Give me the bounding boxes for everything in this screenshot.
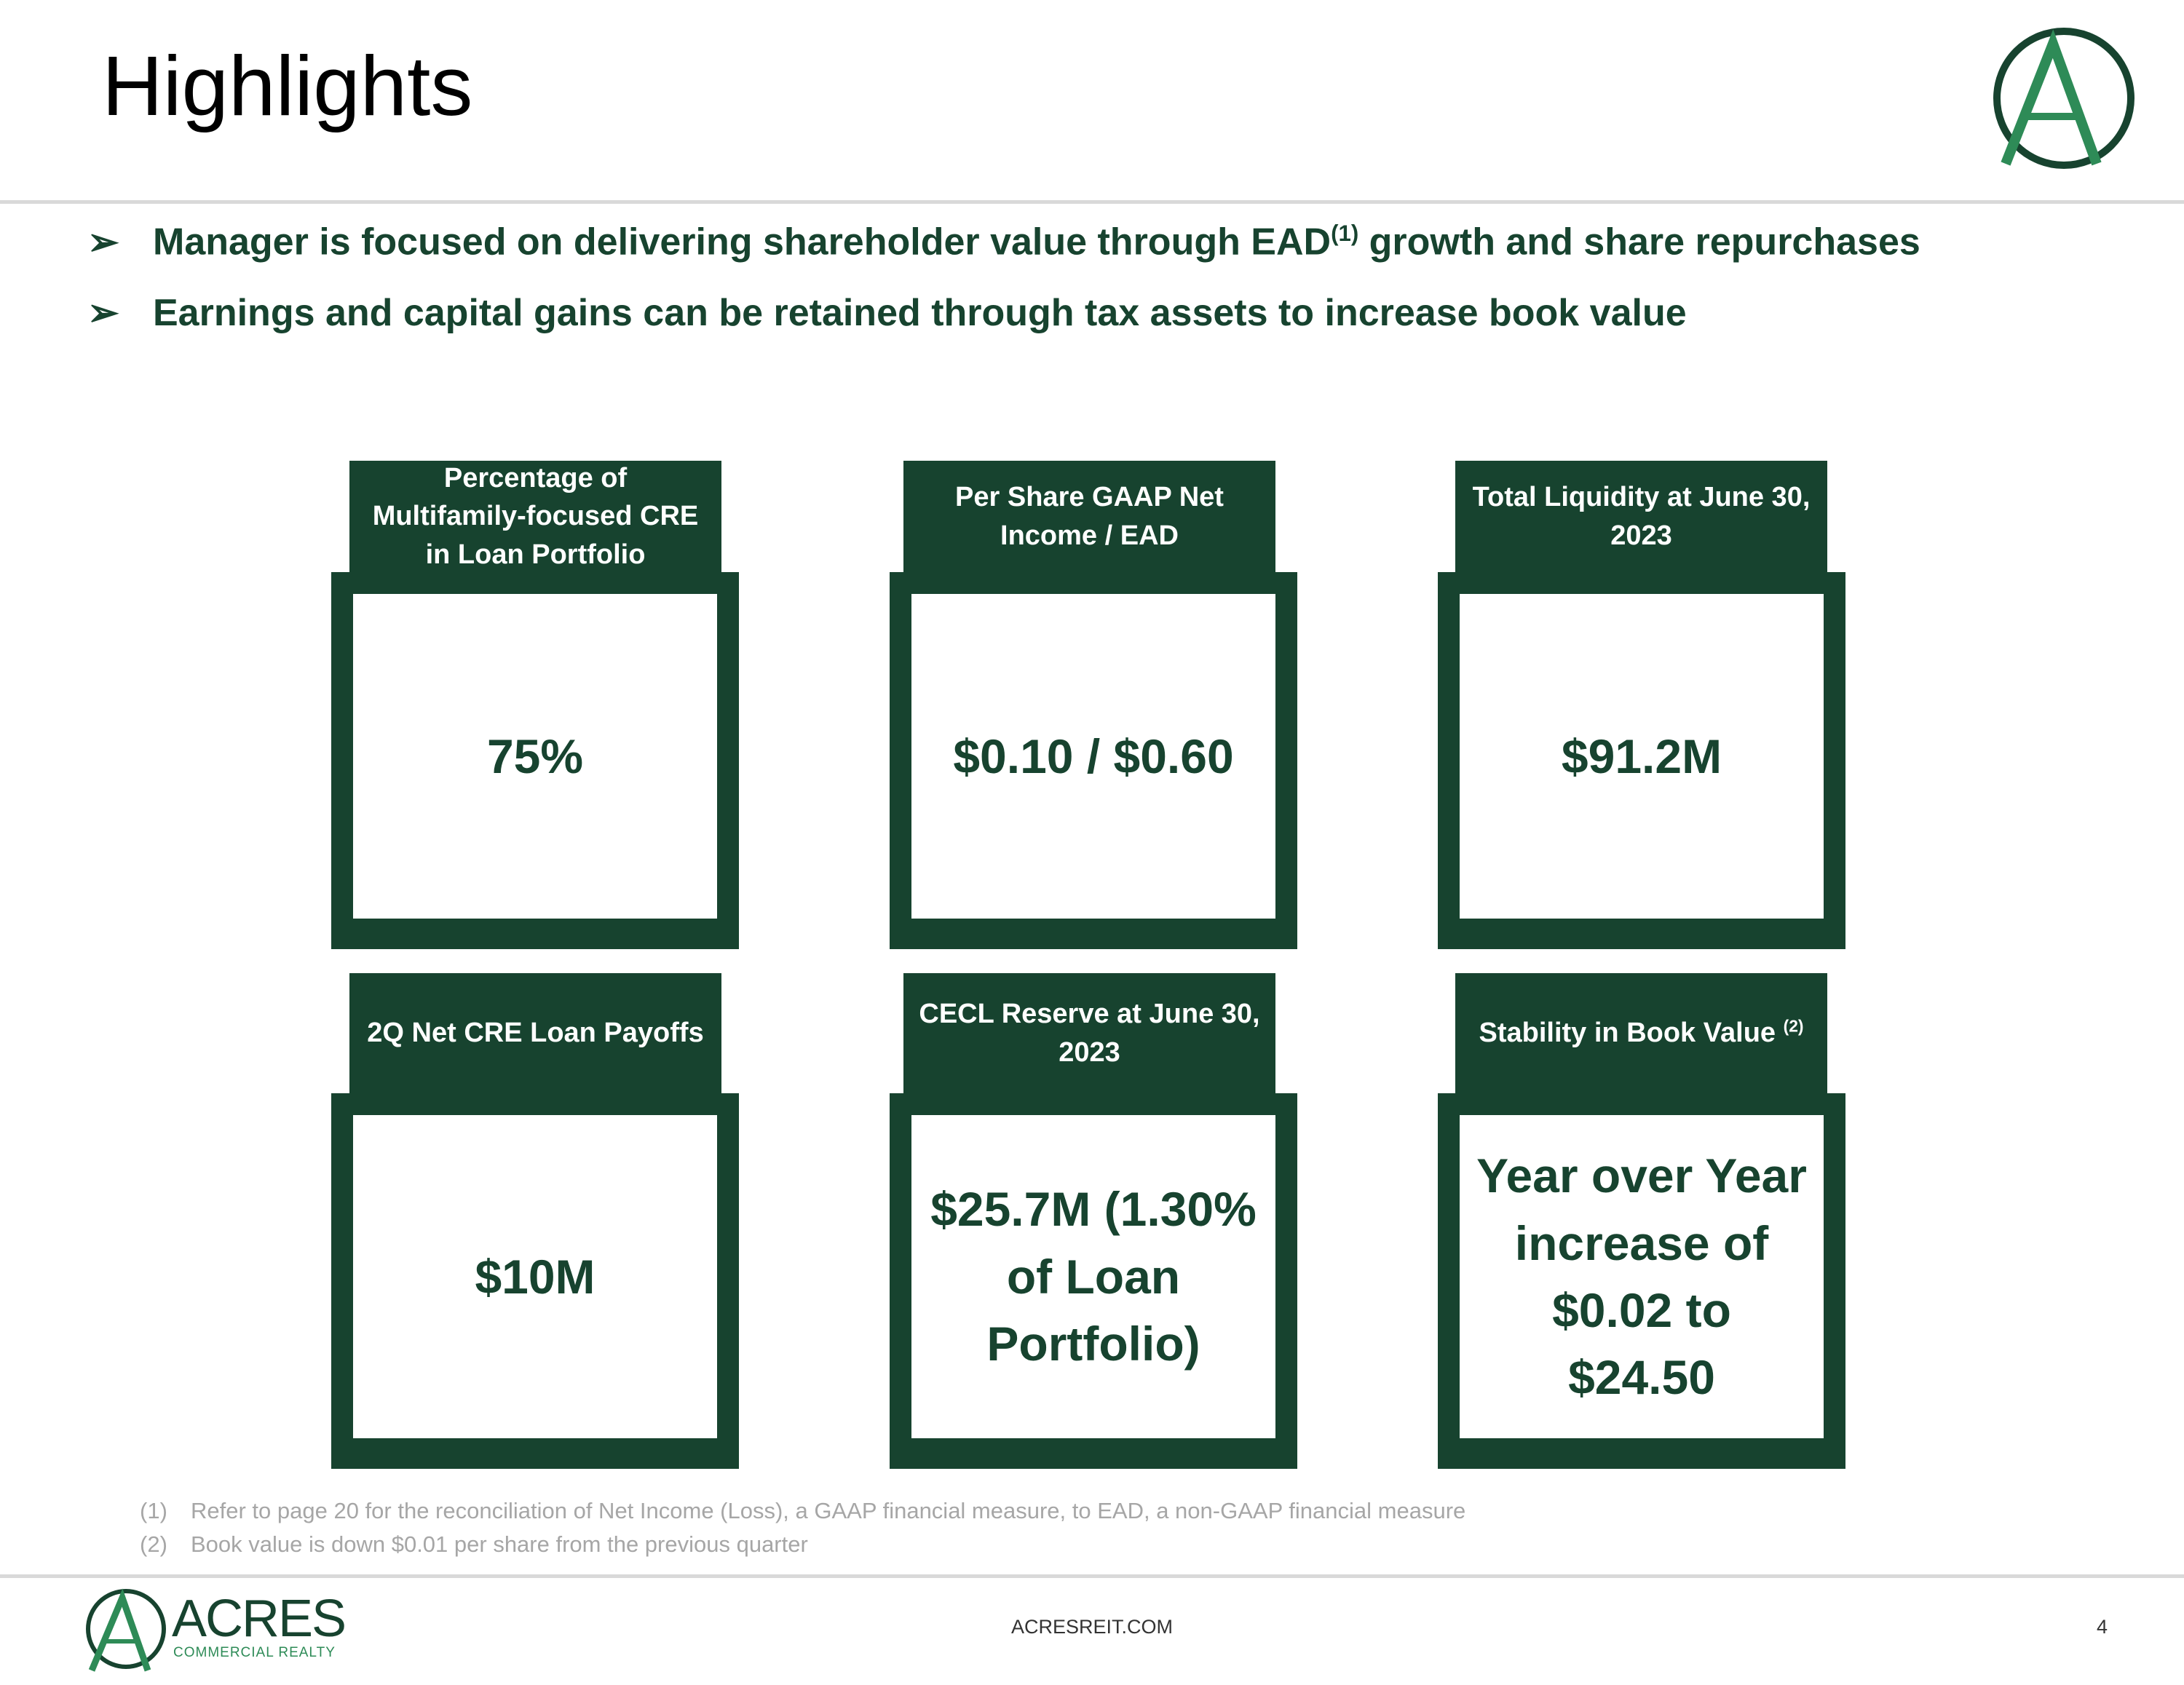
page-number: 4: [2097, 1616, 2108, 1638]
card-frame: $25.7M (1.30% of Loan Portfolio): [890, 1093, 1297, 1469]
card-header-text: Stability in Book Value (2): [1479, 1014, 1804, 1052]
card-header: 2Q Net CRE Loan Payoffs: [349, 973, 721, 1093]
card-header-label: Stability in Book Value: [1479, 1018, 1776, 1049]
card-value: Year over Year increase of $0.02 to $24.…: [1476, 1149, 1807, 1405]
card-header-text: Per Share GAAP Net Income / EAD: [918, 478, 1261, 555]
logo: [1993, 28, 2134, 169]
card-frame: 75%: [331, 572, 739, 949]
bottom-rule: [0, 1574, 2184, 1578]
top-rule: [0, 200, 2184, 204]
card-value: $0.10 / $0.60: [953, 729, 1234, 783]
card-header-text: CECL Reserve at June 30, 2023: [918, 995, 1261, 1071]
brand-name: ACRES: [172, 1590, 347, 1648]
card-frame: Year over Year increase of $0.02 to $24.…: [1438, 1093, 1845, 1469]
footnote: (2) Book value is down $0.01 per share fr…: [140, 1531, 808, 1558]
card-header-text: Percentage of Multifamily-focused CRE in…: [364, 459, 707, 574]
card-header-label: Per Share GAAP Net Income / EAD: [955, 482, 1224, 551]
card-frame: $91.2M: [1438, 572, 1845, 949]
bullet-text: Earnings and capital gains can be retain…: [153, 292, 1687, 334]
footnote-text: Book value is down $0.01 per share from …: [191, 1531, 808, 1557]
bullet: ➢ Manager is focused on delivering shareh…: [87, 221, 1920, 263]
superscript: (1): [1331, 221, 1359, 246]
footer-site: ACRESREIT.COM: [1010, 1616, 1174, 1638]
card-value: 75%: [486, 729, 584, 783]
card-header: Total Liquidity at June 30, 2023: [1455, 461, 1827, 572]
bullet-text: growth and share repurchases: [1358, 221, 1920, 263]
footnote-text: Refer to page 20 for the reconciliation …: [191, 1498, 1466, 1523]
card-header: Per Share GAAP Net Income / EAD: [903, 461, 1275, 572]
card-frame: $0.10 / $0.60: [890, 572, 1297, 949]
footnote-marker: (2): [140, 1531, 167, 1557]
card-value: $10M: [475, 1249, 596, 1304]
card-header-label: Percentage of Multifamily-focused CRE in…: [372, 462, 699, 570]
slide-title: Highlights: [102, 39, 473, 133]
footnote-marker: (1): [140, 1498, 167, 1523]
card-frame: $10M: [331, 1093, 739, 1469]
card-value: $91.2M: [1561, 729, 1722, 783]
card-value: $25.7M (1.30% of Loan Portfolio): [930, 1182, 1257, 1371]
card-header-label: CECL Reserve at June 30, 2023: [919, 999, 1260, 1068]
card-header: CECL Reserve at June 30, 2023: [903, 973, 1275, 1093]
card-header: Stability in Book Value (2): [1455, 973, 1827, 1093]
card-header: Percentage of Multifamily-focused CRE in…: [349, 461, 721, 572]
superscript: (2): [1783, 1016, 1804, 1036]
bullet-text: Manager is focused on delivering shareho…: [153, 221, 1332, 263]
card-header-label: 2Q Net CRE Loan Payoffs: [367, 1018, 704, 1049]
brand-subtitle: COMMERCIAL REALTY: [173, 1645, 336, 1660]
card-header-text: Total Liquidity at June 30, 2023: [1470, 478, 1813, 555]
footnote: (1) Refer to page 20 for the reconciliati…: [140, 1498, 1465, 1524]
card-header-text: 2Q Net CRE Loan Payoffs: [367, 1014, 703, 1052]
bullet: ➢ Earnings and capital gains can be retai…: [87, 292, 1687, 334]
card-header-label: Total Liquidity at June 30, 2023: [1472, 482, 1811, 551]
footer-logo: [86, 1588, 166, 1672]
